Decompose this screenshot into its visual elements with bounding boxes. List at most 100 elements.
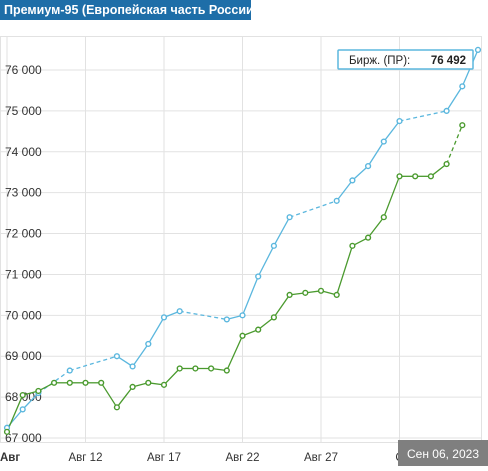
series-1-point[interactable] (380, 214, 387, 221)
series-1-point[interactable] (286, 291, 293, 298)
series-1-segment (430, 163, 448, 177)
series-0-point[interactable] (129, 363, 136, 370)
series-1-point[interactable] (176, 365, 183, 372)
series-0-point[interactable] (19, 406, 26, 413)
series-0-segment (446, 86, 463, 112)
y-tick-label: 71 000 (5, 267, 42, 281)
series-1-point[interactable] (160, 381, 168, 388)
series-0-point[interactable] (365, 162, 372, 170)
series-0-segment (69, 355, 118, 372)
series-0-point[interactable] (113, 353, 121, 360)
series-1-point[interactable] (443, 160, 450, 168)
series-1-segment (116, 386, 134, 408)
series-1-point[interactable] (333, 291, 340, 298)
series-0-point[interactable] (239, 312, 246, 319)
series-1-point[interactable] (208, 365, 215, 372)
series-1-segment (336, 245, 354, 296)
y-tick-label: 76 000 (5, 63, 42, 77)
grid (0, 36, 482, 443)
series-0-point[interactable] (255, 273, 262, 280)
chart-title: Премиум-95 (Европейская часть России) (0, 0, 258, 20)
series-0-point[interactable] (380, 138, 387, 145)
series-1-point[interactable] (302, 289, 309, 296)
series-1-segment (257, 316, 275, 331)
series-1-segment (383, 176, 401, 218)
series-0-segment (132, 343, 149, 367)
series-1-segment (445, 124, 463, 165)
series-1-segment (6, 394, 24, 433)
series-0-point[interactable] (459, 83, 466, 90)
series-1-point[interactable] (349, 242, 356, 249)
series-1-point[interactable] (270, 314, 278, 321)
tooltip-value: 76 492 (431, 55, 466, 67)
series-1-point[interactable] (3, 428, 11, 435)
series-1-point[interactable] (19, 391, 26, 399)
series-1-point[interactable] (35, 387, 42, 395)
series-1-segment (163, 368, 181, 386)
x-tick-label: Авг 22 (226, 452, 260, 464)
series-0-point[interactable] (286, 214, 293, 221)
x-tick-label: Авг 17 (147, 452, 181, 464)
series-0-segment (273, 216, 291, 247)
series-markers[interactable] (3, 46, 482, 435)
series-0-point[interactable] (160, 314, 168, 321)
series-1-point[interactable] (223, 367, 230, 374)
series-1-point[interactable] (412, 173, 419, 180)
series-1-segment (273, 294, 291, 318)
series-0-point[interactable] (176, 308, 183, 315)
x-tick-label: Авг (0, 452, 20, 464)
series-1-segment (226, 335, 244, 371)
series-0-segment (336, 180, 353, 202)
series-1-point[interactable] (113, 404, 121, 411)
series-0-segment (351, 165, 369, 181)
series-0-point[interactable] (145, 340, 152, 348)
series-0-segment (399, 110, 447, 122)
series-0-point[interactable] (349, 177, 356, 184)
date-badge: Сен 06, 2023 (398, 440, 488, 466)
series-0-point[interactable] (443, 107, 450, 114)
series-1-point[interactable] (317, 287, 325, 294)
x-tick-label: Авг 12 (69, 452, 103, 464)
series-0-point[interactable] (396, 118, 403, 125)
date-badge-text: Сен 06, 2023 (407, 447, 479, 461)
y-tick-label: 70 000 (5, 308, 42, 322)
series-1-point[interactable] (255, 326, 262, 333)
tooltip: Бирж. (ПР): 76 492 (337, 49, 474, 70)
series-1-point[interactable] (365, 234, 372, 241)
series-1-point[interactable] (427, 173, 435, 180)
y-tick-label: 69 000 (5, 349, 42, 363)
series-1-point[interactable] (50, 379, 58, 386)
y-tick-label: 67 000 (5, 431, 42, 445)
series-0-segment (179, 310, 227, 321)
chart-area[interactable]: 67 000 68 000 69 000 70 000 71 000 72 000 73 0… (0, 28, 488, 466)
series-1-point[interactable] (239, 332, 246, 339)
series-0-segment (116, 355, 133, 367)
series-1-point[interactable] (129, 383, 136, 390)
y-tick-label: 74 000 (5, 145, 42, 159)
series-1-point[interactable] (145, 379, 152, 386)
series-0-segment (367, 141, 385, 167)
series-1-point[interactable] (98, 379, 105, 386)
plot-border (0, 36, 482, 443)
series-1-segment (100, 382, 118, 408)
series-0-segment (241, 276, 259, 316)
series-1-point[interactable] (396, 173, 403, 180)
series-0-point[interactable] (66, 367, 73, 374)
series-0-segment (147, 317, 165, 345)
series-0-point[interactable] (223, 316, 230, 323)
series-1-point[interactable] (192, 365, 199, 372)
series-0-point[interactable] (333, 197, 340, 204)
tooltip-box (337, 49, 474, 70)
y-tick-label: 73 000 (5, 186, 42, 200)
series-0-segment (22, 392, 39, 410)
series-1-point[interactable] (66, 379, 73, 386)
series-0-point[interactable] (474, 46, 482, 53)
series-1-point[interactable] (459, 122, 466, 129)
series-0-point[interactable] (270, 242, 278, 249)
series-1-point[interactable] (82, 379, 89, 386)
series-0-segment (383, 120, 401, 142)
x-tick-label: Авг 27 (304, 452, 338, 464)
